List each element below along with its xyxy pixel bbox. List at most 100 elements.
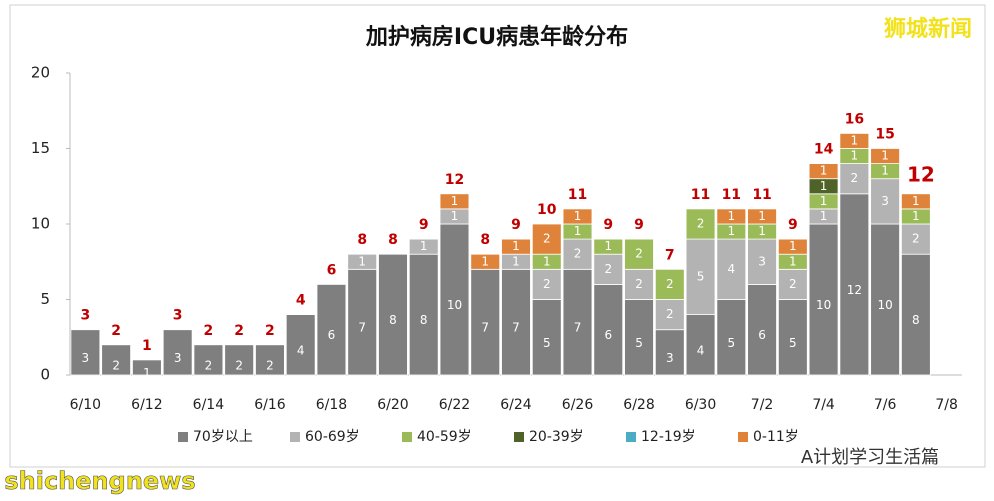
total-label: 9 xyxy=(788,217,798,233)
segment-label: 7 xyxy=(574,321,582,335)
segment-label: 2 xyxy=(112,358,120,372)
total-label: 2 xyxy=(111,323,121,339)
segment-label: 1 xyxy=(574,209,582,223)
legend-swatch xyxy=(514,432,524,442)
bar-segment xyxy=(408,238,439,255)
segment-label: 2 xyxy=(543,232,551,246)
segment-label: 1 xyxy=(451,194,459,208)
segment-label: 1 xyxy=(758,224,766,238)
total-label: 15 xyxy=(875,127,894,143)
bar-segment xyxy=(716,238,747,300)
bar-segment xyxy=(839,193,870,376)
total-label: 9 xyxy=(419,217,429,233)
total-label: 12 xyxy=(907,162,935,186)
bar-segment xyxy=(255,344,285,376)
segment-label: 7 xyxy=(481,321,489,335)
bar-segment xyxy=(439,193,470,210)
segment-label: 1 xyxy=(481,254,489,268)
segment-label: 5 xyxy=(635,336,643,350)
total-label: 10 xyxy=(537,202,557,218)
x-tick-label: 7/6 xyxy=(874,397,897,413)
bar-segment xyxy=(685,238,716,316)
legend-label: 60-69岁 xyxy=(305,429,360,445)
x-tick-label: 7/2 xyxy=(751,397,774,413)
segment-label: 1 xyxy=(727,209,735,223)
legend-swatch xyxy=(178,432,188,442)
y-tick-label: 10 xyxy=(31,215,50,233)
x-tick-label: 6/22 xyxy=(439,397,470,413)
bar-segment xyxy=(901,253,931,376)
legend-label: 70岁以上 xyxy=(193,429,253,445)
segment-label: 1 xyxy=(851,133,859,147)
segment-label: 1 xyxy=(420,239,428,253)
bar-segment xyxy=(531,223,562,255)
segment-label: 1 xyxy=(912,194,920,208)
bar-segment xyxy=(685,208,716,240)
y-tick-label: 5 xyxy=(40,290,50,308)
segment-label: 1 xyxy=(881,164,889,178)
segment-label: 2 xyxy=(697,217,705,231)
total-label: 16 xyxy=(845,111,864,127)
bar-segment xyxy=(777,299,808,376)
segment-label: 2 xyxy=(635,277,643,291)
x-tick-label: 6/10 xyxy=(70,397,101,413)
y-tick-label: 0 xyxy=(40,366,50,384)
total-label: 9 xyxy=(634,217,644,233)
bar-segment xyxy=(716,208,747,225)
segment-label: 10 xyxy=(877,298,892,312)
total-label: 11 xyxy=(568,187,587,203)
total-label: 2 xyxy=(204,323,214,339)
bar-segment xyxy=(285,314,316,376)
total-label: 7 xyxy=(665,247,675,263)
bar-segment xyxy=(132,359,162,376)
segment-label: 8 xyxy=(912,313,920,327)
x-tick-label: 7/4 xyxy=(812,397,835,413)
bar-segment xyxy=(439,223,470,376)
total-label: 8 xyxy=(388,232,398,248)
segment-label: 3 xyxy=(82,351,90,365)
total-label: 3 xyxy=(81,308,91,324)
bar-segment xyxy=(224,344,255,376)
total-label: 8 xyxy=(480,232,490,248)
bar-segment xyxy=(777,238,808,255)
bar-segment xyxy=(562,238,593,270)
bar-segment xyxy=(531,299,562,376)
segment-label: 5 xyxy=(727,336,735,350)
segment-label: 3 xyxy=(666,351,674,365)
segment-label: 2 xyxy=(851,171,859,185)
bar-segment xyxy=(870,178,900,225)
bar-segment xyxy=(685,314,716,376)
total-label: 12 xyxy=(445,172,464,188)
total-label: 3 xyxy=(173,308,183,324)
segment-label: 1 xyxy=(758,209,766,223)
bar-segment xyxy=(101,344,131,376)
bar-segment xyxy=(193,344,224,376)
bar-segment xyxy=(839,132,870,149)
bar-segment xyxy=(531,268,562,300)
segment-label: 2 xyxy=(635,247,643,261)
bar-segment xyxy=(654,299,685,331)
legend-swatch xyxy=(626,432,636,442)
bar-segment xyxy=(501,268,531,376)
total-label: 1 xyxy=(142,338,152,354)
segment-label: 1 xyxy=(604,239,612,253)
bar-segment xyxy=(747,208,777,225)
segment-label: 1 xyxy=(912,209,920,223)
segment-label: 10 xyxy=(816,298,831,312)
bar-segment xyxy=(870,148,900,165)
segment-label: 5 xyxy=(789,336,797,350)
x-tick-label: 6/20 xyxy=(377,397,408,413)
bar-segment xyxy=(593,253,624,285)
total-label: 11 xyxy=(752,187,771,203)
total-label: 2 xyxy=(265,323,275,339)
segment-label: 6 xyxy=(328,328,336,342)
bar-segment xyxy=(624,268,654,300)
bar-segment xyxy=(347,253,378,270)
segment-label: 3 xyxy=(174,351,182,365)
segment-label: 2 xyxy=(543,277,551,291)
segment-label: 10 xyxy=(447,298,462,312)
total-label: 11 xyxy=(691,187,710,203)
segment-label: 7 xyxy=(358,321,366,335)
segment-label: 1 xyxy=(851,149,859,163)
bar-segment xyxy=(378,253,408,376)
